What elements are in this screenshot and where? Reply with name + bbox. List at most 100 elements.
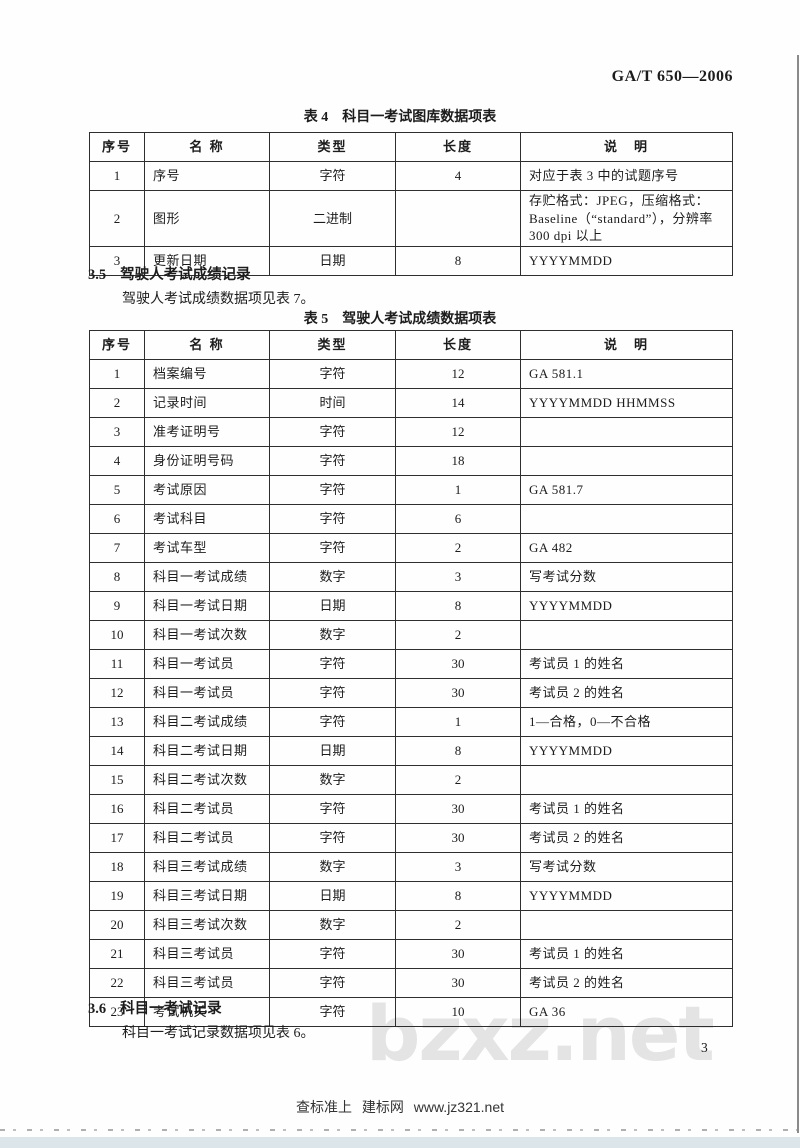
table-cell: 10 <box>395 997 521 1027</box>
table-cell: 科目一考试成绩 <box>144 562 270 592</box>
table-cell: 字符 <box>269 968 396 998</box>
table-row: 9 科目一考试日期 日期 8 YYYYMMDD <box>89 591 733 621</box>
column-header: 说 明 <box>520 132 733 162</box>
table-cell: 字符 <box>269 939 396 969</box>
table-row: 18 科目三考试成绩 数字 3 写考试分数 <box>89 852 733 882</box>
table-row: 6 考试科目 字符 6 <box>89 504 733 534</box>
table-cell: 2 <box>89 190 145 247</box>
table-cell: 30 <box>395 678 521 708</box>
table-cell: 数字 <box>269 910 396 940</box>
table-cell: 14 <box>395 388 521 418</box>
table-cell: 科目一考试日期 <box>144 591 270 621</box>
table-row: 23 考试机关 字符 10 GA 36 <box>89 997 733 1027</box>
table-cell: YYYYMMDD <box>520 736 733 766</box>
table-cell: 二进制 <box>269 190 396 247</box>
table-cell <box>395 190 521 247</box>
table-cell: 12 <box>395 417 521 447</box>
table-row: 13 科目二考试成绩 字符 1 1—合格，0—不合格 <box>89 707 733 737</box>
table-cell: 18 <box>395 446 521 476</box>
table-cell: 2 <box>395 910 521 940</box>
column-header: 类型 <box>269 132 396 162</box>
table-cell <box>520 910 733 940</box>
table-cell: 身份证明号码 <box>144 446 270 476</box>
table-cell: 8 <box>395 245 521 276</box>
table-cell: 20 <box>89 910 145 940</box>
table-cell: 30 <box>395 794 521 824</box>
table-cell: 22 <box>89 968 145 998</box>
table-cell: 科目二考试员 <box>144 823 270 853</box>
table-cell: 序号 <box>144 161 270 191</box>
table-cell: 30 <box>395 649 521 679</box>
table-cell: 字符 <box>269 678 396 708</box>
table-cell: 1 <box>89 359 145 389</box>
table-cell: 8 <box>395 591 521 621</box>
table-cell <box>520 504 733 534</box>
table-cell: 字符 <box>269 649 396 679</box>
table-cell: 1 <box>395 707 521 737</box>
table-cell: 12 <box>89 678 145 708</box>
table-row: 20 科目三考试次数 数字 2 <box>89 910 733 940</box>
table4-title: 表 4 科目一考试图库数据项表 <box>303 110 497 125</box>
table-cell: 日期 <box>269 736 396 766</box>
column-header: 长度 <box>395 132 521 162</box>
table-cell: 字符 <box>269 504 396 534</box>
table-cell: 科目一考试次数 <box>144 620 270 650</box>
table-cell: 15 <box>89 765 145 795</box>
table5: 序号名 称类型 长度说 明 1 档案编号 字符 12 GA 581.1 2 记录时间 时间 14 YY… <box>89 330 733 1027</box>
column-header: 名 称 <box>144 132 270 162</box>
table-cell: 写考试分数 <box>520 852 733 882</box>
section-3-6-heading: 3.6 科目一考试记录 <box>88 997 222 1018</box>
column-header: 类型 <box>269 330 396 360</box>
table-cell: 科目一考试员 <box>144 649 270 679</box>
table-cell: 考试员 1 的姓名 <box>520 939 733 969</box>
table-cell: 字符 <box>269 359 396 389</box>
table-cell: 考试员 2 的姓名 <box>520 968 733 998</box>
table-cell: GA 482 <box>520 533 733 563</box>
table-cell: 19 <box>89 881 145 911</box>
table-cell: 8 <box>395 736 521 766</box>
table-row: 15 科目二考试次数 数字 2 <box>89 765 733 795</box>
table-cell: 字符 <box>269 417 396 447</box>
table-cell: 5 <box>89 475 145 505</box>
table-cell: YYYYMMDD HHMMSS <box>520 388 733 418</box>
table-cell: 4 <box>89 446 145 476</box>
section-number: 3.6 <box>88 1001 107 1017</box>
table-cell: 11 <box>89 649 145 679</box>
table-cell: 字符 <box>269 997 396 1027</box>
scan-dotted-line <box>0 1129 800 1131</box>
table-cell: 考试员 2 的姓名 <box>520 678 733 708</box>
table-cell: 1 <box>89 161 145 191</box>
table-cell: 存贮格式：JPEG，压缩格式：Baseline（“standard”），分辨率 … <box>520 190 733 247</box>
scan-edge-line <box>797 55 799 1133</box>
table-cell: 6 <box>89 504 145 534</box>
table-row: 11 科目一考试员 字符 30 考试员 1 的姓名 <box>89 649 733 679</box>
table-cell: 14 <box>89 736 145 766</box>
table-cell: YYYYMMDD <box>520 245 733 276</box>
table-cell: 字符 <box>269 161 396 191</box>
table-cell: 17 <box>89 823 145 853</box>
table-cell: 16 <box>89 794 145 824</box>
table-cell: 3 <box>395 562 521 592</box>
table-row: 16 科目二考试员 字符 30 考试员 1 的姓名 <box>89 794 733 824</box>
table5-title: 表 5 驾驶人考试成绩数据项表 <box>303 312 497 327</box>
table-cell: 9 <box>89 591 145 621</box>
table-cell: 数字 <box>269 620 396 650</box>
header-row: 序号名 称类型 长度说 明 <box>89 330 733 360</box>
table-cell: 30 <box>395 823 521 853</box>
column-header: 序号 <box>89 330 145 360</box>
table-cell: 字符 <box>269 823 396 853</box>
table-cell: 图形 <box>144 190 270 247</box>
table-cell: 日期 <box>269 245 396 276</box>
table-cell: 字符 <box>269 446 396 476</box>
table-cell: GA 36 <box>520 997 733 1027</box>
table-cell: GA 581.7 <box>520 475 733 505</box>
table-cell: 3 <box>89 417 145 447</box>
page-number: 3 <box>701 1040 708 1055</box>
table-row: 12 科目一考试员 字符 30 考试员 2 的姓名 <box>89 678 733 708</box>
table-cell: 考试员 1 的姓名 <box>520 649 733 679</box>
table-cell: 字符 <box>269 794 396 824</box>
table-cell: 考试员 2 的姓名 <box>520 823 733 853</box>
table-cell: 21 <box>89 939 145 969</box>
table-cell: 写考试分数 <box>520 562 733 592</box>
table-cell <box>520 620 733 650</box>
